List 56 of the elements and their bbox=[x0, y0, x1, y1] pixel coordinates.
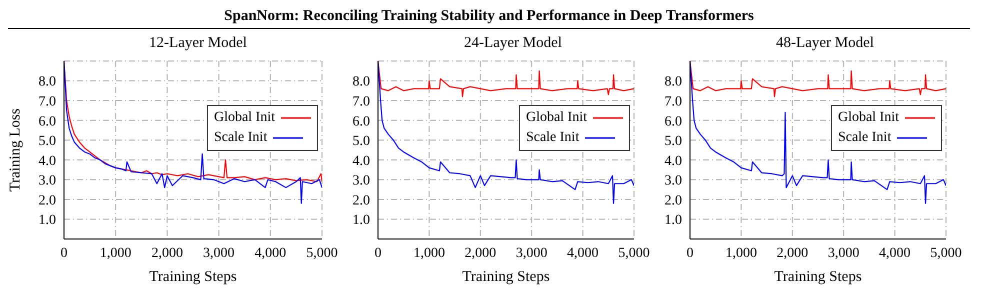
legend-label: Scale Init bbox=[526, 129, 580, 147]
x-tick-label: 0 bbox=[60, 246, 68, 261]
legend-label: Global Init bbox=[838, 109, 899, 127]
y-tick-label: 6.0 bbox=[38, 114, 56, 130]
x-tick-label: 3,000 bbox=[203, 246, 235, 261]
legend-label: Scale Init bbox=[838, 129, 892, 147]
x-tick-label: 3,000 bbox=[516, 246, 548, 261]
x-axis-title: Training Steps bbox=[149, 269, 237, 285]
x-axis-title: Training Steps bbox=[774, 269, 862, 285]
x-tick-label: 1,000 bbox=[725, 246, 757, 261]
x-tick-label: 1,000 bbox=[413, 246, 445, 261]
y-tick-label: 8.0 bbox=[38, 74, 56, 90]
x-tick-label: 5,000 bbox=[930, 246, 962, 261]
legend-label: Global Init bbox=[526, 109, 587, 127]
x-tick-label: 1,000 bbox=[100, 246, 132, 261]
x-tick-label: 2,000 bbox=[151, 246, 183, 261]
chart-subtitle: 24-Layer Model bbox=[463, 35, 563, 53]
chart-subtitle: 48-Layer Model bbox=[775, 35, 875, 53]
y-tick-label: 4.0 bbox=[38, 154, 56, 169]
y-tick-label: 2.0 bbox=[664, 193, 682, 208]
y-tick-label: 6.0 bbox=[352, 114, 370, 130]
y-tick-label: 2.0 bbox=[38, 193, 56, 208]
x-axis-title: Training Steps bbox=[462, 269, 550, 285]
y-tick-label: 3.0 bbox=[664, 174, 682, 189]
x-tick-label: 2,000 bbox=[776, 246, 808, 261]
y-axis-title: Training Loss bbox=[7, 108, 24, 192]
x-tick-label: 4,000 bbox=[254, 246, 286, 261]
y-tick-label: 2.0 bbox=[352, 193, 370, 208]
y-tick-label: 1.0 bbox=[352, 213, 370, 228]
y-tick-label: 3.0 bbox=[352, 174, 370, 189]
x-tick-label: 4,000 bbox=[879, 246, 911, 261]
y-tick-label: 8.0 bbox=[352, 74, 370, 90]
legend-label: Scale Init bbox=[214, 129, 268, 147]
x-tick-label: 0 bbox=[374, 246, 382, 261]
x-tick-label: 2,000 bbox=[464, 246, 496, 261]
legend-label: Global Init bbox=[214, 109, 275, 127]
chart-subtitle: 12-Layer Model bbox=[148, 35, 248, 53]
y-tick-label: 4.0 bbox=[352, 154, 370, 169]
y-tick-label: 5.0 bbox=[664, 134, 682, 150]
x-tick-label: 3,000 bbox=[828, 246, 860, 261]
y-tick-label: 7.0 bbox=[664, 94, 682, 110]
y-tick-label: 5.0 bbox=[38, 134, 56, 150]
y-tick-label: 8.0 bbox=[664, 74, 682, 90]
y-tick-label: 5.0 bbox=[352, 134, 370, 150]
y-tick-label: 7.0 bbox=[352, 94, 370, 110]
x-tick-label: 4,000 bbox=[567, 246, 599, 261]
y-tick-label: 7.0 bbox=[38, 94, 56, 110]
y-tick-label: 3.0 bbox=[38, 174, 56, 189]
x-tick-label: 0 bbox=[686, 246, 694, 261]
x-tick-label: 5,000 bbox=[306, 246, 338, 261]
y-tick-label: 6.0 bbox=[664, 114, 682, 130]
text: SpanNorm: Reconciling Training Stability and Performance in Deep Transformers bbox=[8, 8, 970, 29]
x-tick-label: 5,000 bbox=[618, 246, 650, 261]
y-tick-label: 1.0 bbox=[38, 213, 56, 228]
y-tick-label: 1.0 bbox=[664, 213, 682, 228]
y-tick-label: 4.0 bbox=[664, 154, 682, 169]
